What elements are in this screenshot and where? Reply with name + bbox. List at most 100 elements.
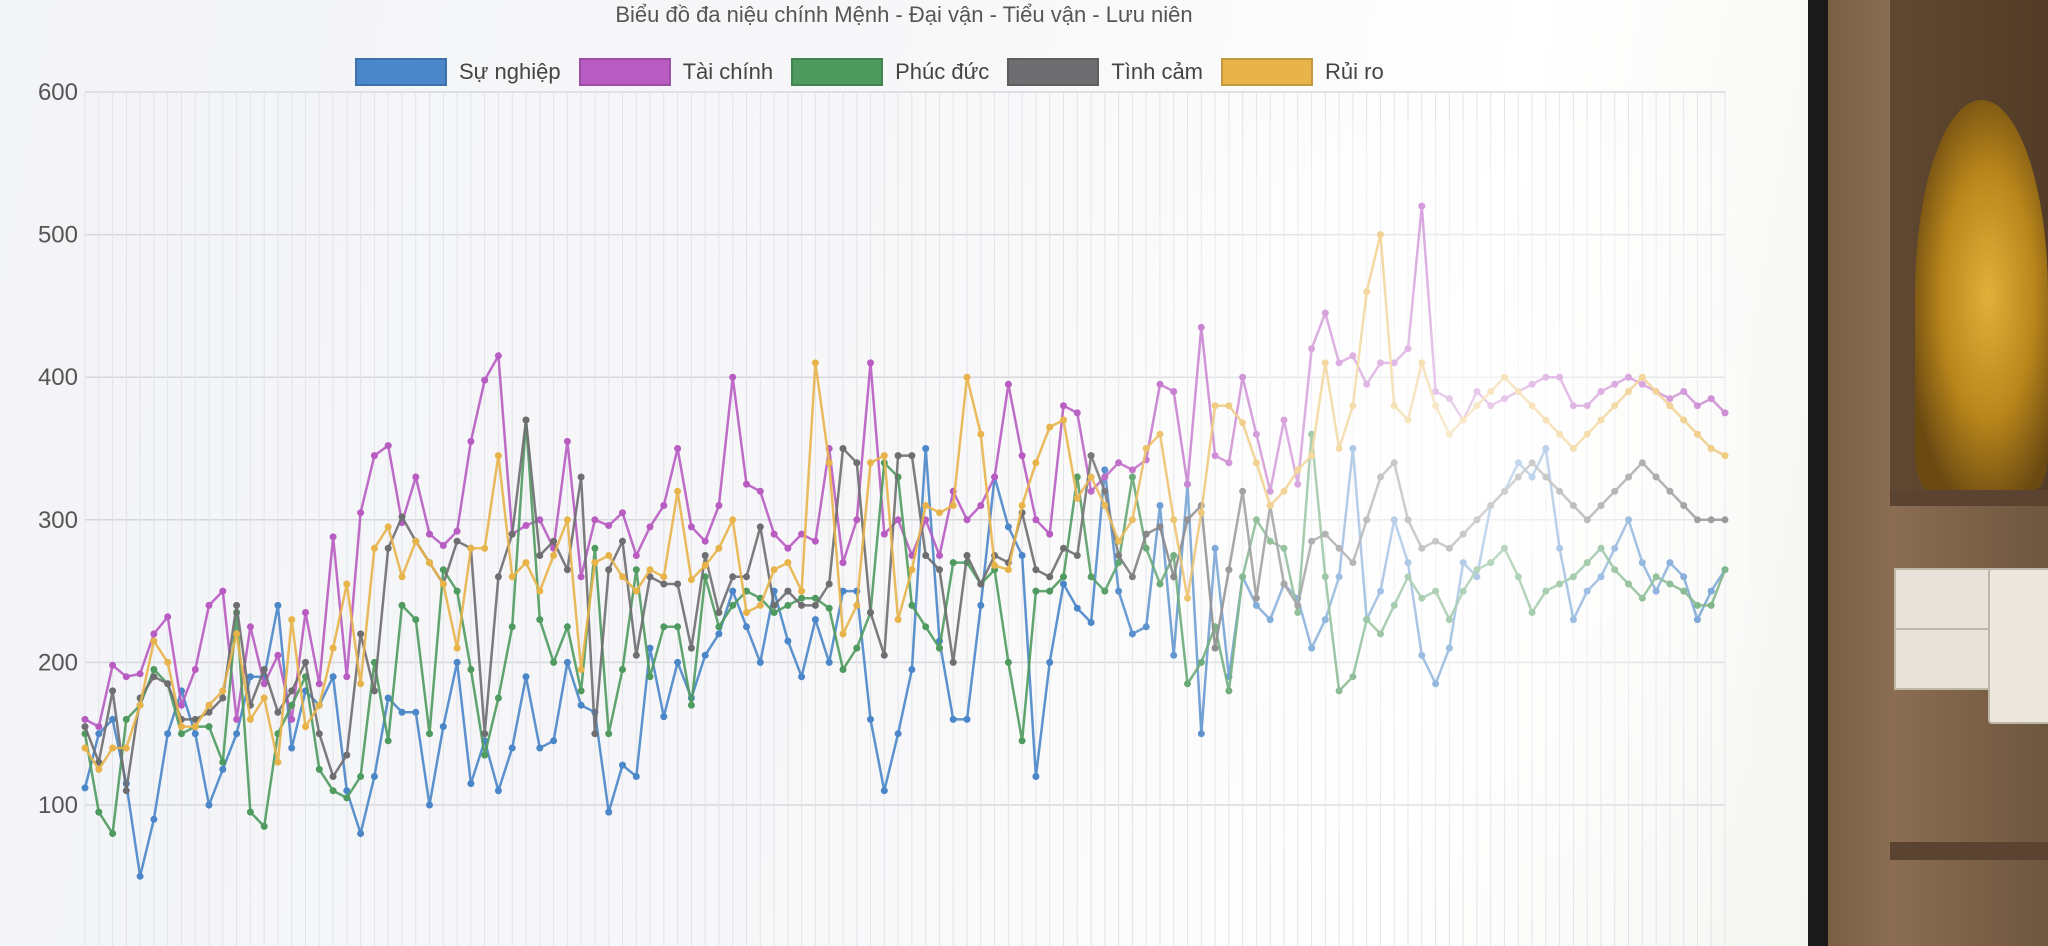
data-point-1 xyxy=(1184,480,1191,488)
data-point-2 xyxy=(1418,594,1426,602)
y-tick-label: 100 xyxy=(38,792,78,819)
data-point-4 xyxy=(784,559,792,567)
data-point-2 xyxy=(508,623,516,631)
data-point-1 xyxy=(1693,402,1701,410)
data-point-2 xyxy=(674,623,682,631)
data-point-1 xyxy=(1073,409,1081,417)
data-point-3 xyxy=(743,573,750,581)
data-point-3 xyxy=(687,644,695,652)
data-point-3 xyxy=(908,452,916,460)
data-point-1 xyxy=(894,516,902,524)
data-point-1 xyxy=(1418,202,1426,210)
data-point-1 xyxy=(1060,402,1067,410)
data-point-1 xyxy=(481,376,489,384)
data-point-1 xyxy=(1349,352,1357,360)
data-point-0 xyxy=(867,715,874,723)
data-point-3 xyxy=(95,758,103,766)
data-point-0 xyxy=(756,658,764,666)
data-point-4 xyxy=(922,502,930,509)
data-point-4 xyxy=(439,580,447,588)
data-point-0 xyxy=(1349,445,1357,452)
data-point-4 xyxy=(619,573,626,581)
data-point-4 xyxy=(453,644,461,652)
data-point-3 xyxy=(1404,516,1412,524)
data-point-2 xyxy=(1625,580,1632,588)
data-point-3 xyxy=(357,630,365,638)
data-point-3 xyxy=(522,416,530,424)
data-point-2 xyxy=(536,616,544,624)
data-point-2 xyxy=(922,623,930,631)
data-point-0 xyxy=(1211,544,1219,552)
data-point-2 xyxy=(839,666,847,673)
data-point-4 xyxy=(1142,445,1150,452)
data-point-3 xyxy=(646,573,654,581)
data-point-4 xyxy=(1197,509,1205,517)
data-point-0 xyxy=(701,651,709,659)
legend-swatch-tinh-cam xyxy=(1007,58,1100,86)
data-point-0 xyxy=(1556,544,1564,552)
data-point-2 xyxy=(1128,473,1136,481)
data-point-1 xyxy=(1046,530,1054,538)
data-point-3 xyxy=(1707,516,1715,524)
data-point-4 xyxy=(1128,516,1136,524)
data-point-2 xyxy=(1377,630,1384,638)
data-point-3 xyxy=(453,537,461,545)
data-point-0 xyxy=(508,744,516,752)
data-point-1 xyxy=(453,527,461,535)
data-point-3 xyxy=(632,651,640,659)
data-point-3 xyxy=(384,544,392,552)
data-point-4 xyxy=(1721,452,1729,460)
data-point-4 xyxy=(701,561,709,569)
data-point-0 xyxy=(1693,616,1701,624)
legend-item-rui-ro[interactable]: Rủi ro xyxy=(1221,58,1384,86)
data-point-0 xyxy=(1142,623,1150,631)
data-point-4 xyxy=(1445,430,1453,438)
data-point-1 xyxy=(357,509,365,517)
data-point-2 xyxy=(784,601,792,609)
data-point-1 xyxy=(1363,380,1371,388)
data-point-3 xyxy=(191,715,199,723)
data-point-1 xyxy=(1473,388,1481,395)
data-point-2 xyxy=(619,666,626,673)
data-point-2 xyxy=(219,758,227,766)
data-point-2 xyxy=(563,623,571,631)
data-point-4 xyxy=(1032,459,1040,467)
legend-item-tinh-cam[interactable]: Tình cảm xyxy=(1007,58,1203,86)
legend-item-su-nghiep[interactable]: Sự nghiệp xyxy=(355,58,561,86)
data-point-2 xyxy=(453,587,461,595)
data-point-3 xyxy=(1252,594,1260,602)
legend-item-tai-chinh[interactable]: Tài chính xyxy=(578,58,773,86)
data-point-2 xyxy=(1569,573,1577,581)
data-point-1 xyxy=(191,666,199,673)
data-point-0 xyxy=(715,630,723,638)
data-point-0 xyxy=(977,601,985,609)
data-point-4 xyxy=(770,566,778,574)
data-point-1 xyxy=(1101,473,1109,481)
data-point-1 xyxy=(536,516,544,524)
data-point-1 xyxy=(260,680,268,688)
legend-item-phuc-duc[interactable]: Phúc đức xyxy=(791,58,989,86)
data-point-0 xyxy=(1073,604,1081,612)
data-point-2 xyxy=(1432,587,1440,595)
data-point-4 xyxy=(1377,231,1384,239)
data-point-1 xyxy=(619,509,626,517)
series-line-3 xyxy=(83,419,1725,791)
data-point-4 xyxy=(384,523,392,531)
data-point-4 xyxy=(95,765,103,773)
data-point-2 xyxy=(1638,594,1646,602)
data-point-2 xyxy=(908,601,916,609)
data-point-2 xyxy=(1556,580,1564,588)
data-point-3 xyxy=(481,730,489,738)
data-point-4 xyxy=(798,587,806,595)
data-point-1 xyxy=(426,530,433,538)
data-point-4 xyxy=(811,359,819,367)
data-point-0 xyxy=(605,808,613,816)
data-point-3 xyxy=(784,587,792,595)
data-point-1 xyxy=(1611,380,1619,388)
data-point-3 xyxy=(605,566,613,574)
data-point-2 xyxy=(1335,687,1343,695)
data-point-1 xyxy=(343,673,351,681)
data-point-2 xyxy=(798,594,806,602)
data-point-3 xyxy=(1128,573,1136,581)
data-point-2 xyxy=(384,737,392,745)
